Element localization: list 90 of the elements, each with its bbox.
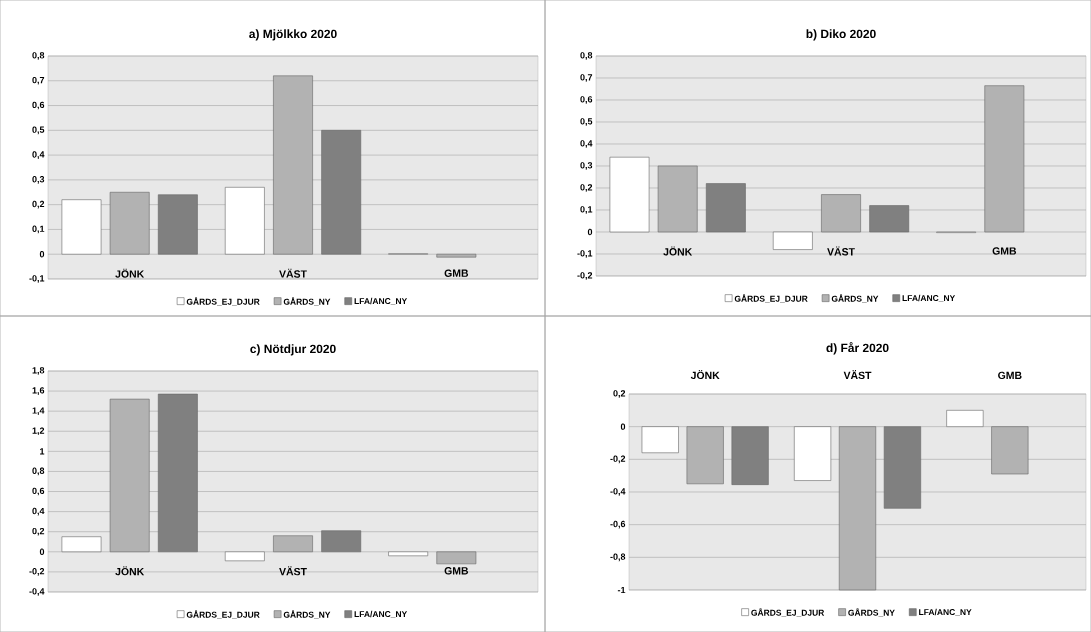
y-tick-label: 0,2 [613, 390, 626, 398]
bar [224, 187, 265, 255]
legend-label: LFA/ANC_NY [354, 610, 408, 618]
legend-label: GÅRDS_NY [848, 608, 895, 617]
x-tick-label: JÖNK [115, 268, 145, 278]
bar [61, 199, 102, 255]
chart-title: b) Diko 2020 [806, 29, 876, 41]
y-tick-label: 1,6 [32, 387, 45, 395]
bar [869, 205, 910, 233]
bar [157, 393, 198, 553]
bar [273, 535, 313, 553]
bar [436, 551, 477, 565]
y-tick-label: 0,5 [580, 118, 593, 126]
bar [984, 85, 1025, 233]
y-tick-label: 0,7 [580, 74, 593, 82]
x-tick-label: GMB [444, 269, 469, 277]
x-tick-label: GMB [998, 371, 1022, 380]
y-tick-label: 0,1 [32, 225, 45, 234]
legend-label: GÅRDS_NY [831, 294, 879, 303]
y-tick-label: 0,8 [32, 52, 45, 60]
chart-title: a) Mjölkko 2020 [249, 29, 337, 41]
y-tick-label: 0,5 [32, 126, 45, 135]
y-tick-label: -0,2 [610, 455, 626, 464]
y-tick-label: 0,7 [32, 76, 45, 85]
y-tick-label: 0 [620, 423, 626, 430]
bar [657, 165, 698, 233]
y-tick-label: 0 [587, 228, 593, 236]
y-tick-label: 0,6 [580, 96, 593, 104]
x-tick-label: GMB [444, 567, 469, 575]
y-tick-label: 0,1 [580, 206, 593, 214]
legend-label: LFA/ANC_NY [902, 294, 956, 302]
y-tick-label: -0,2 [577, 272, 593, 280]
bar [705, 183, 746, 233]
legend-label: LFA/ANC_NY [354, 297, 408, 305]
y-tick-label: -0,6 [610, 520, 626, 529]
y-tick-label: 0,2 [580, 184, 593, 192]
bar [61, 536, 102, 553]
bar [772, 231, 813, 250]
y-tick-label: 0,4 [32, 151, 45, 159]
y-tick-label: -0,4 [610, 488, 626, 496]
y-tick-label: 0,6 [32, 101, 45, 110]
x-tick-label: JÖNK [663, 246, 693, 256]
x-tick-label: VÄST [279, 566, 307, 576]
bar [109, 191, 150, 255]
chart-title: c) Nötdjur 2020 [250, 344, 336, 356]
legend-label: LFA/ANC_NY [919, 608, 972, 616]
bar [321, 130, 362, 255]
legend-label: GÅRDS_EJ_DJUR [186, 610, 260, 619]
y-tick-label: 0,6 [32, 487, 45, 496]
bar [436, 253, 477, 258]
y-tick-label: -0,1 [577, 250, 593, 258]
y-tick-label: 1 [40, 448, 45, 455]
x-tick-label: VÄST [843, 370, 872, 380]
y-tick-label: 0,3 [32, 176, 45, 184]
legend-label: GÅRDS_EJ_DJUR [734, 294, 808, 303]
legend-label: GÅRDS_EJ_DJUR [186, 297, 260, 306]
y-tick-label: 1,8 [32, 367, 45, 375]
y-tick-label: 0,4 [580, 140, 593, 148]
chart-title: d) Får 2020 [826, 342, 889, 355]
bar [821, 194, 861, 233]
x-tick-label: VÄST [827, 246, 855, 256]
x-tick-label: VÄST [279, 268, 307, 278]
y-tick-label: 0,2 [32, 527, 45, 536]
y-tick-label: -0,1 [29, 275, 45, 283]
y-tick-label: 0,2 [32, 200, 45, 209]
legend-label: GÅRDS_NY [283, 297, 331, 306]
y-tick-label: 0,8 [32, 467, 45, 476]
y-tick-label: 0 [39, 548, 45, 555]
y-tick-label: 0,4 [32, 507, 45, 516]
bar [388, 551, 429, 557]
y-tick-label: -0,2 [29, 568, 45, 576]
y-tick-label: 1,2 [32, 427, 45, 436]
x-tick-label: JÖNK [690, 370, 720, 380]
x-tick-label: GMB [992, 247, 1017, 255]
y-tick-label: -0,4 [29, 588, 45, 596]
bar [321, 530, 362, 553]
y-tick-label: 0,3 [580, 162, 593, 170]
legend-label: GÅRDS_NY [283, 610, 331, 619]
y-tick-label: 1,4 [32, 407, 45, 415]
y-tick-label: 0,8 [580, 52, 593, 60]
y-tick-label: -0,8 [610, 553, 626, 562]
bar [273, 75, 313, 255]
x-tick-label: JÖNK [115, 566, 145, 576]
y-tick-label: -1 [617, 586, 626, 594]
legend-label: GÅRDS_EJ_DJUR [751, 608, 825, 617]
bar [109, 398, 150, 553]
bar [157, 194, 198, 255]
bar [609, 156, 650, 233]
y-tick-label: 0 [39, 251, 45, 258]
bar [224, 551, 265, 562]
